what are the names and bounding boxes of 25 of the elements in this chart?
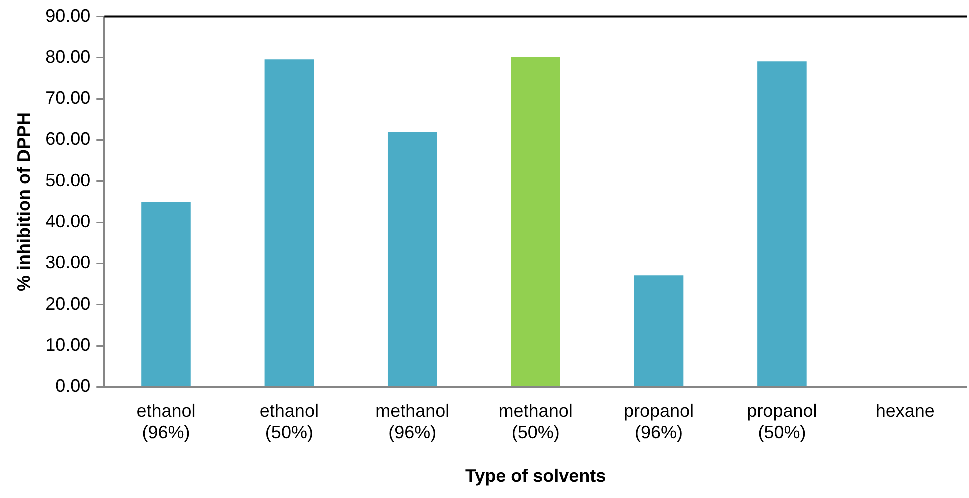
x-tick-label: propanol (50%) — [747, 400, 818, 443]
bar — [634, 276, 684, 386]
bar — [142, 202, 191, 386]
y-tick-label: 50.00 — [46, 170, 91, 190]
y-tick-label: 30.00 — [46, 252, 91, 273]
x-tick-label: methanol (96%) — [376, 400, 450, 443]
y-axis-title: % inhibition of DPPH — [14, 112, 34, 292]
x-tick-label: methanol (50%) — [498, 400, 573, 443]
x-axis-title: Type of solvents — [465, 466, 606, 486]
bar — [511, 58, 560, 386]
y-tick-label: 40.00 — [46, 212, 91, 232]
bar — [388, 132, 438, 386]
y-tick-label: 20.00 — [46, 294, 91, 314]
x-tick-label: propanol (96%) — [624, 400, 694, 443]
x-tick-label: ethanol (50%) — [260, 400, 319, 443]
bar — [264, 60, 314, 386]
y-tick-label: 70.00 — [46, 88, 91, 108]
y-tick-label: 90.00 — [46, 6, 91, 26]
y-tick-label: 60.00 — [46, 129, 91, 150]
x-tick-label: ethanol (96%) — [136, 400, 196, 443]
x-tick-label: hexane — [876, 400, 935, 421]
y-tick-label: 80.00 — [46, 46, 91, 67]
bar — [758, 62, 807, 386]
y-tick-label: 10.00 — [46, 335, 91, 356]
y-tick-label: 0.00 — [56, 376, 91, 396]
